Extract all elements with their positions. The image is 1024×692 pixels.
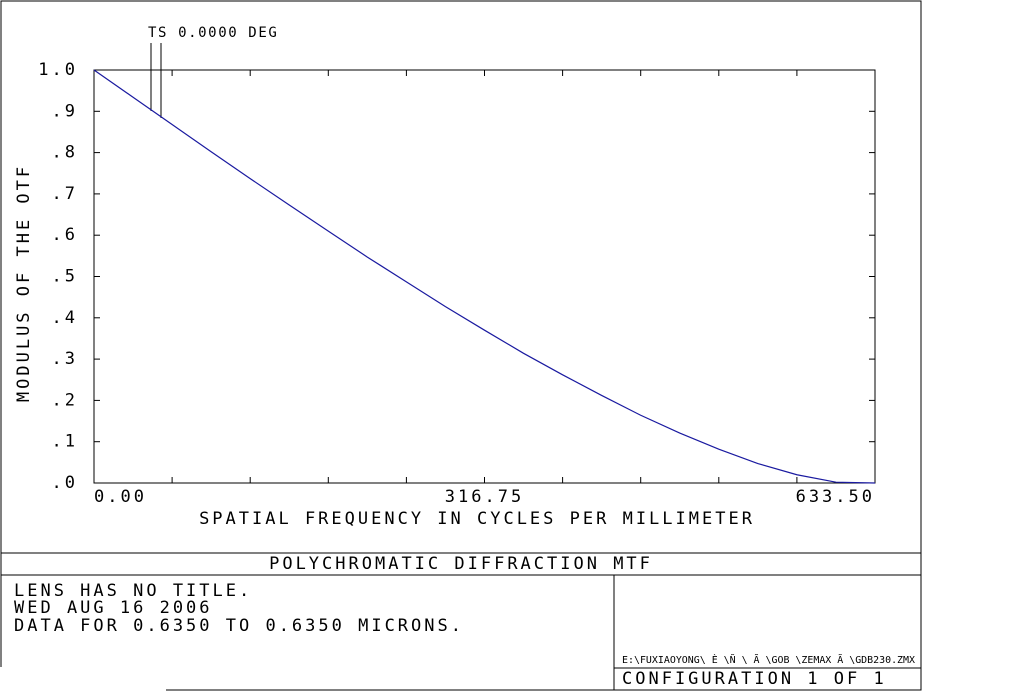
- annotation: TS 0.0000 DEG: [148, 25, 278, 41]
- configuration: CONFIGURATION 1 OF 1: [622, 669, 887, 689]
- file-path: E:\FUXIAOYONG\ È \Ñ \ Ã \GOB \ZEMAX Ã \G…: [622, 653, 915, 666]
- y-tick-label: .4: [52, 308, 78, 328]
- y-tick-label: 1.0: [38, 60, 78, 80]
- outer-frame: [0, 0, 922, 691]
- y-tick-label: .2: [52, 390, 78, 410]
- footer-line: LENS HAS NO TITLE.: [14, 581, 252, 601]
- chart-title: POLYCHROMATIC DIFFRACTION MTF: [269, 554, 653, 574]
- footer-line: WED AUG 16 2006: [14, 598, 213, 618]
- y-tick-label: .6: [52, 225, 78, 245]
- x-tick-label: 633.50: [796, 487, 875, 507]
- y-tick-label: .9: [52, 101, 78, 121]
- y-tick-label: .7: [52, 184, 78, 204]
- y-tick-label: .0: [52, 473, 78, 493]
- mtf-curve: [93, 69, 876, 484]
- plot-frame: [93, 69, 876, 484]
- footer-line: DATA FOR 0.6350 TO 0.6350 MICRONS.: [14, 616, 464, 636]
- x-axis-label: SPATIAL FREQUENCY IN CYCLES PER MILLIMET…: [199, 509, 755, 529]
- y-tick-label: .3: [52, 349, 78, 369]
- y-axis-label: MODULUS OF THE OTF: [14, 164, 34, 402]
- y-tick-label: .1: [52, 432, 78, 452]
- y-tick-label: .5: [52, 267, 78, 287]
- x-tick-label: 316.75: [445, 487, 524, 507]
- y-tick-label: .8: [52, 143, 78, 163]
- x-tick-label: 0.00: [94, 487, 147, 507]
